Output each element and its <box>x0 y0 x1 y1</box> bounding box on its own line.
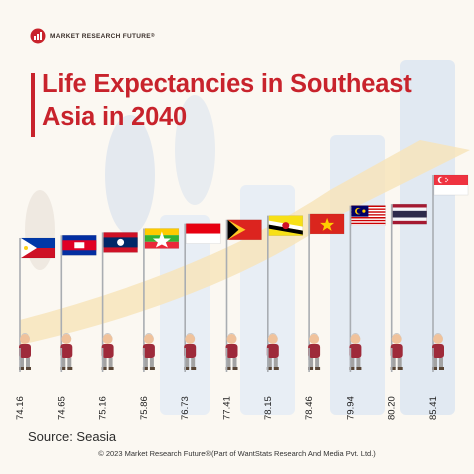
logo-text: MARKET RESEARCH FUTURE <box>50 32 151 40</box>
value-label: 75.16 <box>98 396 109 420</box>
bar-philippines <box>19 237 56 372</box>
chart-title: Life Expectancies in Southeast Asia in 2… <box>42 70 412 131</box>
copyright-footer: © 2023 Market Research Future®(Part of W… <box>98 449 376 458</box>
value-label: 78.46 <box>304 396 315 420</box>
elderly-figure-icon <box>308 333 321 372</box>
value-label: 74.16 <box>15 396 26 420</box>
timor-leste-flag <box>227 219 262 241</box>
elderly-figure-icon <box>225 333 238 372</box>
bar-indonesia <box>184 223 221 372</box>
bar-vietnam <box>308 213 345 372</box>
title-accent-bar <box>31 73 35 137</box>
registered-mark: ® <box>150 33 155 39</box>
elderly-figure-icon <box>60 333 73 372</box>
bar-timor-leste <box>225 219 262 372</box>
elderly-figure-icon <box>101 333 114 372</box>
bar-laos <box>101 232 138 372</box>
bar-singapore <box>432 174 469 372</box>
indonesia-flag <box>185 223 221 244</box>
elderly-figure-icon <box>349 333 362 372</box>
brunei-flag <box>268 215 304 236</box>
source-note: Source: Seasia <box>28 429 117 444</box>
myanmar-flag <box>144 228 180 249</box>
logo-icon <box>30 28 46 44</box>
malaysia-flag <box>351 205 386 226</box>
value-label: 79.94 <box>345 396 356 420</box>
bar-malaysia <box>349 205 386 372</box>
elderly-figure-icon <box>390 333 403 372</box>
singapore-flag <box>433 174 469 196</box>
cambodia-flag <box>62 235 97 256</box>
value-label: 75.86 <box>139 396 150 420</box>
bar-brunei <box>266 215 304 372</box>
elderly-figure-icon <box>266 333 279 372</box>
vietnam-flag <box>309 213 345 235</box>
elderly-figure-icon <box>432 333 444 372</box>
value-label: 85.41 <box>428 396 439 420</box>
value-label: 76.73 <box>180 396 191 420</box>
bar-myanmar <box>142 228 180 372</box>
value-label: 74.65 <box>56 396 67 420</box>
value-label: 78.15 <box>263 396 274 420</box>
bar-cambodia <box>60 235 97 372</box>
philippines-flag <box>20 237 56 259</box>
thailand-flag <box>392 203 427 225</box>
value-label: 77.41 <box>222 396 233 420</box>
elderly-figure-icon <box>142 333 155 372</box>
elderly-figure-icon <box>184 333 197 372</box>
laos-flag <box>103 232 138 253</box>
value-label: 80.20 <box>387 396 398 420</box>
bar-thailand <box>390 203 427 372</box>
brand-logo: MARKET RESEARCH FUTURE ® <box>30 28 155 44</box>
elderly-figure-icon <box>19 333 31 372</box>
